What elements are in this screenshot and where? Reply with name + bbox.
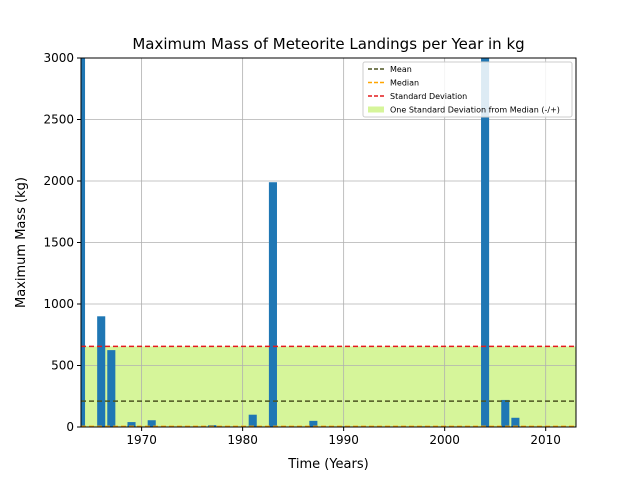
bar <box>268 182 277 427</box>
bar <box>107 350 116 427</box>
legend-label: Standard Deviation <box>390 92 467 101</box>
y-axis-label: Maximum Mass (kg) <box>14 177 29 308</box>
y-tick-label: 2500 <box>43 113 74 127</box>
x-tick-label: 2010 <box>530 433 561 447</box>
legend-box <box>362 61 573 118</box>
legend-swatch <box>368 106 384 113</box>
bar <box>248 414 257 427</box>
bar <box>481 58 490 427</box>
bar <box>97 316 106 427</box>
x-tick-label: 1990 <box>328 433 359 447</box>
y-tick-label: 1500 <box>43 236 74 250</box>
legend-label: One Standard Deviation from Median (-/+) <box>390 106 560 115</box>
legend-label: Mean <box>390 65 412 74</box>
y-tick-label: 0 <box>66 420 74 434</box>
bar <box>127 422 136 427</box>
bar <box>81 58 86 427</box>
x-tick-label: 1980 <box>227 433 258 447</box>
x-tick-label: 2000 <box>429 433 460 447</box>
legend: Mean Median Standard Deviation One Standard… <box>362 61 573 118</box>
y-tick-label: 500 <box>51 359 74 373</box>
bar <box>501 399 510 427</box>
y-tick-label: 3000 <box>43 51 74 65</box>
y-tick-label: 2000 <box>43 174 74 188</box>
chart-title: Maximum Mass of Meteorite Landings per Y… <box>132 35 524 53</box>
legend-label: Median <box>390 79 419 88</box>
std-band-layer <box>81 346 576 427</box>
std-band <box>81 346 576 427</box>
x-axis-label: Time (Years) <box>287 457 368 472</box>
stat-lines-layer <box>81 345 576 428</box>
y-tick-label: 1000 <box>43 297 74 311</box>
x-tick-label: 1970 <box>126 433 157 447</box>
bar <box>511 417 520 427</box>
bar <box>147 420 156 427</box>
ticks-layer: 1970 1980 1990 2000 2010 0 500 1000 1500 2000 2500… <box>43 51 561 447</box>
bars-layer <box>81 58 520 427</box>
grid-layer <box>81 57 576 428</box>
bar <box>309 420 318 427</box>
